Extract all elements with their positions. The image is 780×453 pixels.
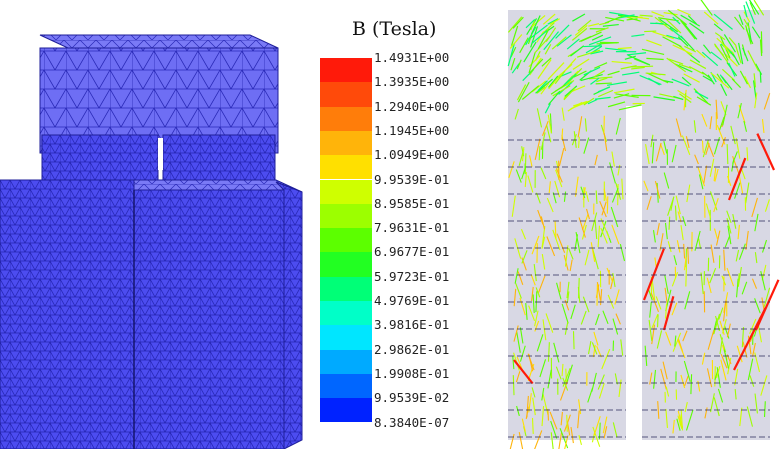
legend-tick-label: 8.9585E-01 (374, 197, 449, 211)
flux-arrow (548, 409, 549, 421)
flux-arrow (669, 217, 670, 230)
flux-arrow (632, 66, 654, 67)
flux-arrow (760, 72, 761, 82)
meshed-core-illustration (0, 0, 310, 449)
legend-swatch (320, 374, 372, 398)
flux-arrow (688, 247, 689, 264)
legend-swatch (320, 204, 372, 228)
flux-arrow (747, 147, 748, 160)
legend-title: B (Tesla) (352, 18, 436, 40)
flux-arrow (727, 144, 728, 164)
legend-swatch (320, 155, 372, 179)
legend-swatch (320, 131, 372, 155)
legend-tick-label: 1.2940E+00 (374, 100, 449, 114)
flux-arrow (596, 190, 597, 203)
legend-tick-label: 8.3840E-07 (374, 416, 449, 430)
flux-arrow (644, 31, 656, 32)
legend-swatch (320, 58, 372, 82)
legend-tick-label: 6.9677E-01 (374, 245, 449, 259)
legend-tick-label: 9.9539E-02 (374, 391, 449, 405)
flux-vector-panel (494, 0, 780, 449)
flux-arrow (525, 153, 526, 173)
core-left-limb (0, 180, 134, 449)
flux-arrow (574, 331, 575, 349)
legend-tick-label: 7.9631E-01 (374, 221, 449, 235)
legend-tick-label: 1.1945E+00 (374, 124, 449, 138)
legend-swatch (320, 350, 372, 374)
legend-tick-label: 4.9769E-01 (374, 294, 449, 308)
flux-arrow (562, 129, 563, 140)
legend-tick-label: 1.0949E+00 (374, 148, 449, 162)
flux-arrow (691, 374, 692, 394)
legend-swatch (320, 180, 372, 204)
legend-tick-label: 2.9862E-01 (374, 343, 449, 357)
flux-arrow (532, 418, 533, 434)
flux-arrow (658, 314, 659, 327)
legend-tick-label: 5.9723E-01 (374, 270, 449, 284)
flux-arrow (583, 46, 602, 47)
color-legend: B (Tesla) 1.4931E+00 1.3935E+00 1.2940E+00… (318, 0, 488, 449)
pole-left (42, 135, 158, 185)
air-gap (158, 138, 163, 170)
legend-swatch (320, 277, 372, 301)
legend-tick-label: 3.9816E-01 (374, 318, 449, 332)
legend-tick-label: 1.9908E-01 (374, 367, 449, 381)
flux-arrow (686, 265, 687, 287)
flux-vector-plot (494, 0, 780, 449)
legend-swatch (320, 325, 372, 349)
legend-swatch (320, 252, 372, 276)
yoke-top-face (40, 35, 278, 48)
legend-tick-label: 9.9539E-01 (374, 173, 449, 187)
legend-swatch (320, 82, 372, 106)
core-right-limb (134, 190, 284, 449)
legend-tick-label: 1.4931E+00 (374, 51, 449, 65)
flux-arrow (513, 375, 514, 395)
flux-arrow (539, 146, 540, 160)
mesh-model-panel (0, 0, 310, 449)
flux-arrow (579, 137, 580, 148)
window-gap (626, 106, 642, 440)
legend-swatch (320, 107, 372, 131)
legend-swatch (320, 301, 372, 325)
legend-swatch (320, 398, 372, 422)
legend-swatch (320, 228, 372, 252)
flux-arrow (579, 278, 580, 298)
legend-tick-label: 1.3935E+00 (374, 75, 449, 89)
flux-arrow (765, 401, 766, 417)
flux-arrow (596, 83, 612, 84)
flux-arrow (566, 369, 567, 384)
